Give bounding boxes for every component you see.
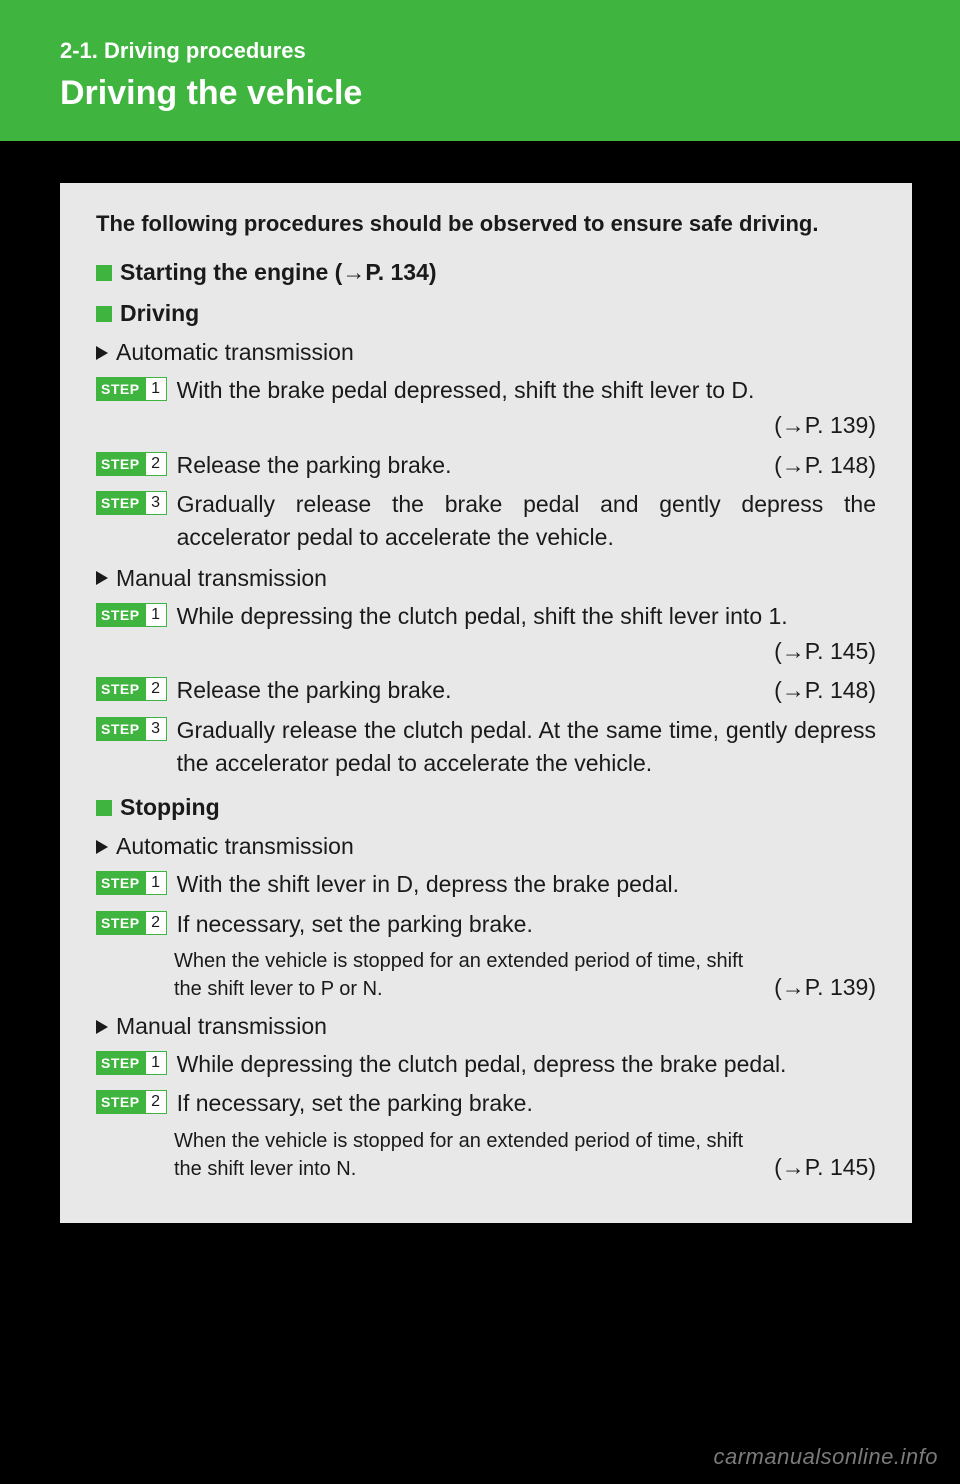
- intro-text: The following procedures should be obser…: [96, 211, 876, 237]
- step-label: STEP: [96, 377, 145, 401]
- step-text: If necessary, set the parking brake.: [177, 1087, 876, 1120]
- triangle-icon: [96, 571, 108, 585]
- step-text: Release the parking brake.: [177, 449, 452, 482]
- step-badge: STEP 1: [96, 377, 167, 401]
- page-ref: (→P. 148): [774, 449, 876, 482]
- step-label: STEP: [96, 452, 145, 476]
- step-badge: STEP 2: [96, 677, 167, 701]
- sub-auto-label: Automatic transmission: [116, 339, 354, 366]
- step-badge: STEP 1: [96, 1051, 167, 1075]
- arrow-icon: →: [782, 412, 805, 438]
- step-number: 2: [145, 911, 167, 935]
- step-label: STEP: [96, 717, 145, 741]
- step-label: STEP: [96, 677, 145, 701]
- step-badge: STEP 2: [96, 911, 167, 935]
- step-body: While depressing the clutch pedal, shift…: [177, 600, 876, 669]
- content-box: The following procedures should be obser…: [60, 183, 912, 1223]
- step-row: STEP 2 If necessary, set the parking bra…: [96, 1087, 876, 1120]
- step-note: When the vehicle is stopped for an exten…: [174, 947, 876, 1003]
- step-text: With the brake pedal depressed, shift th…: [177, 374, 876, 407]
- arrow-icon: →: [782, 638, 805, 664]
- watermark: carmanualsonline.info: [713, 1444, 938, 1470]
- step-body: With the brake pedal depressed, shift th…: [177, 374, 876, 443]
- step-row: STEP 3 Gradually release the clutch peda…: [96, 714, 876, 781]
- step-number: 3: [145, 717, 167, 741]
- step-text: Gradually release the clutch pedal. At t…: [177, 714, 876, 781]
- triangle-icon: [96, 346, 108, 360]
- step-body: Release the parking brake. (→P. 148): [177, 449, 876, 482]
- heading-stopping: Stopping: [96, 794, 876, 821]
- heading-driving-text: Driving: [120, 300, 199, 327]
- arrow-icon: →: [782, 677, 805, 703]
- arrow-icon: →: [782, 1154, 805, 1180]
- step-text: While depressing the clutch pedal, depre…: [177, 1048, 876, 1081]
- step-number: 2: [145, 452, 167, 476]
- step-text: Gradually release the brake pedal and ge…: [177, 488, 876, 555]
- page-ref: (→P. 145): [177, 635, 876, 668]
- step-text: With the shift lever in D, depress the b…: [177, 868, 876, 901]
- bullet-square-icon: [96, 265, 112, 281]
- note-text: When the vehicle is stopped for an exten…: [174, 1127, 774, 1183]
- sub-auto-stopping: Automatic transmission: [96, 833, 876, 860]
- step-body: Release the parking brake. (→P. 148): [177, 674, 876, 707]
- page-title: Driving the vehicle: [60, 74, 900, 113]
- heading-driving: Driving: [96, 300, 876, 327]
- bullet-square-icon: [96, 800, 112, 816]
- page-ref: (→P. 148): [774, 674, 876, 707]
- triangle-icon: [96, 1020, 108, 1034]
- step-label: STEP: [96, 1090, 145, 1114]
- arrow-icon: →: [782, 974, 805, 1000]
- step-number: 1: [145, 871, 167, 895]
- step-row: STEP 3 Gradually release the brake pedal…: [96, 488, 876, 555]
- step-number: 1: [145, 377, 167, 401]
- step-row: STEP 1 While depressing the clutch pedal…: [96, 1048, 876, 1081]
- step-badge: STEP 2: [96, 452, 167, 476]
- step-number: 2: [145, 677, 167, 701]
- step-label: STEP: [96, 911, 145, 935]
- arrow-icon: →: [782, 452, 805, 478]
- note-text: When the vehicle is stopped for an exten…: [174, 947, 774, 1003]
- bullet-square-icon: [96, 306, 112, 322]
- step-row: STEP 1 With the brake pedal depressed, s…: [96, 374, 876, 443]
- page-header: 2-1. Driving procedures Driving the vehi…: [0, 0, 960, 141]
- step-number: 3: [145, 491, 167, 515]
- step-row: STEP 1 With the shift lever in D, depres…: [96, 868, 876, 901]
- step-badge: STEP 2: [96, 1090, 167, 1114]
- triangle-icon: [96, 840, 108, 854]
- step-label: STEP: [96, 1051, 145, 1075]
- step-badge: STEP 1: [96, 603, 167, 627]
- page-ref: (→P. 145): [774, 1151, 876, 1183]
- step-row: STEP 2 If necessary, set the parking bra…: [96, 908, 876, 941]
- step-text: If necessary, set the parking brake.: [177, 908, 876, 941]
- sub-auto-driving: Automatic transmission: [96, 339, 876, 366]
- section-label: 2-1. Driving procedures: [60, 38, 900, 64]
- step-text: Release the parking brake.: [177, 674, 452, 707]
- sub-manual-label: Manual transmission: [116, 1013, 327, 1040]
- step-note: When the vehicle is stopped for an exten…: [174, 1127, 876, 1183]
- step-label: STEP: [96, 491, 145, 515]
- step-badge: STEP 1: [96, 871, 167, 895]
- step-badge: STEP 3: [96, 717, 167, 741]
- step-badge: STEP 3: [96, 491, 167, 515]
- heading-starting: Starting the engine (→P. 134): [96, 259, 876, 286]
- step-label: STEP: [96, 603, 145, 627]
- step-row: STEP 2 Release the parking brake. (→P. 1…: [96, 674, 876, 707]
- arrow-icon: →: [342, 259, 365, 285]
- heading-stopping-text: Stopping: [120, 794, 220, 821]
- step-label: STEP: [96, 871, 145, 895]
- sub-manual-stopping: Manual transmission: [96, 1013, 876, 1040]
- page-ref: (→P. 139): [177, 409, 876, 442]
- step-number: 2: [145, 1090, 167, 1114]
- step-row: STEP 1 While depressing the clutch pedal…: [96, 600, 876, 669]
- sub-manual-label: Manual transmission: [116, 565, 327, 592]
- step-row: STEP 2 Release the parking brake. (→P. 1…: [96, 449, 876, 482]
- step-number: 1: [145, 1051, 167, 1075]
- page-ref: (→P. 139): [774, 971, 876, 1003]
- heading-starting-text: Starting the engine (→P. 134): [120, 259, 437, 286]
- step-text: While depressing the clutch pedal, shift…: [177, 600, 876, 633]
- sub-auto-label: Automatic transmission: [116, 833, 354, 860]
- step-number: 1: [145, 603, 167, 627]
- sub-manual-driving: Manual transmission: [96, 565, 876, 592]
